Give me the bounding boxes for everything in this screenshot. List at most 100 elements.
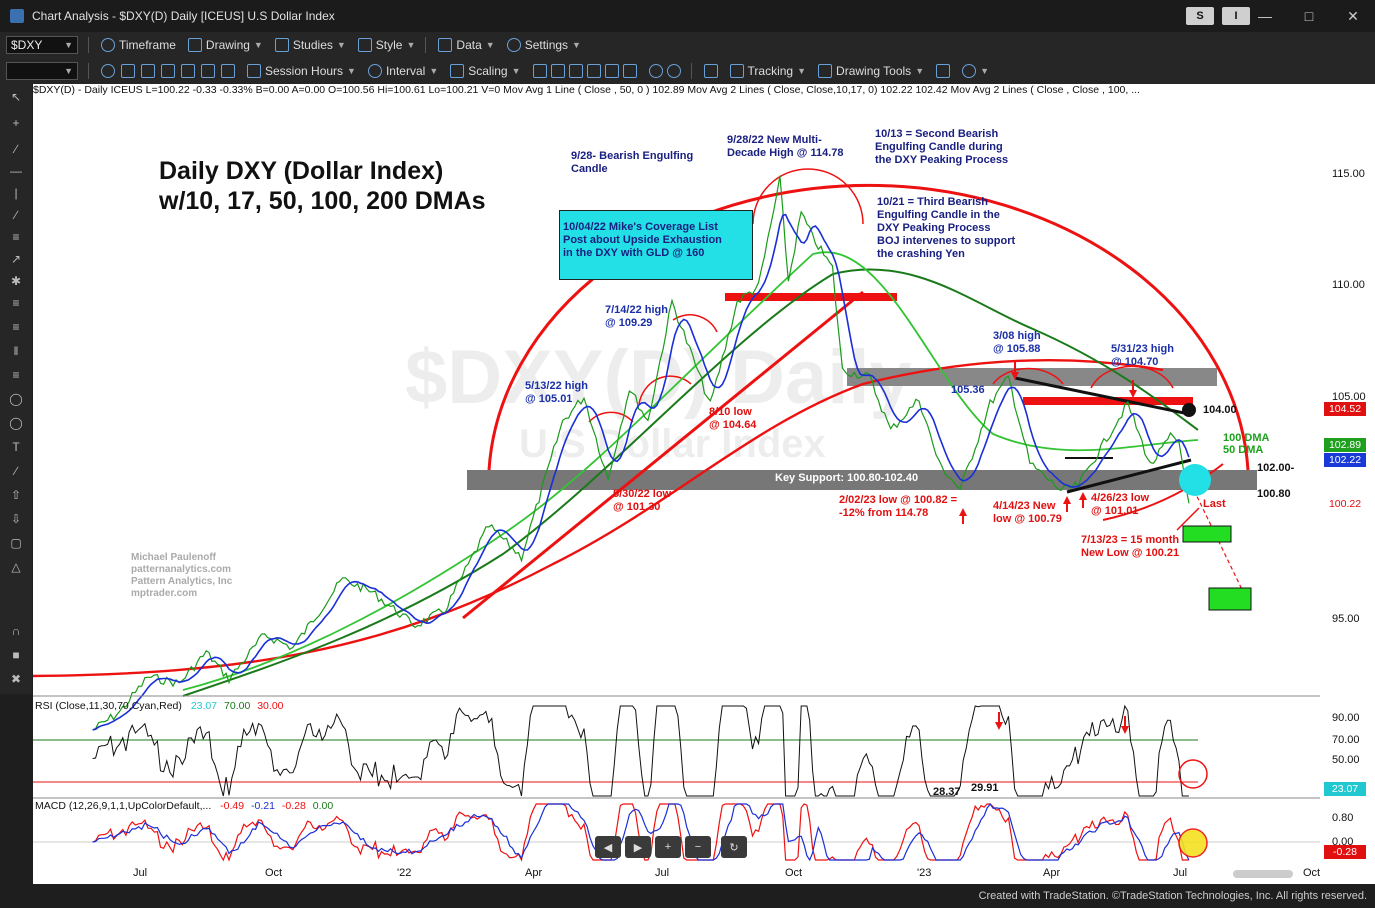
session-hours-menu[interactable]: Session Hours ▼ xyxy=(247,64,356,78)
x-tick-jul-21: Jul xyxy=(133,867,148,879)
close-button[interactable]: ✕ xyxy=(1347,7,1359,24)
i-button[interactable]: I xyxy=(1222,7,1250,25)
ma-200-line xyxy=(33,359,1164,678)
crosshair-tool-icon[interactable]: + xyxy=(12,116,20,130)
fibonacci-icon[interactable]: ≡ xyxy=(12,230,20,244)
annotation-last: Last xyxy=(1203,498,1226,510)
zoom-icon[interactable] xyxy=(648,64,681,78)
find-icon[interactable] xyxy=(161,64,175,78)
chart-area[interactable]: $DXY(D) - Daily ICEUS L=100.22 -0.33 -0.… xyxy=(33,84,1320,864)
symbol-input[interactable]: $DXY ▼ xyxy=(6,36,78,54)
rectangle-icon[interactable]: ▢ xyxy=(10,536,22,550)
price-chart[interactable] xyxy=(33,84,1320,864)
macd-signal-line xyxy=(92,802,1190,862)
clock-icon xyxy=(247,64,261,78)
channel-icon[interactable]: ∕ xyxy=(14,208,17,222)
levels-icon[interactable]: ≡ xyxy=(12,320,20,334)
speed-line-icon[interactable]: ≡ xyxy=(12,368,20,382)
settings-menu[interactable]: Settings ▼ xyxy=(506,38,581,52)
lower-trend-line xyxy=(1066,458,1192,494)
circle-tool-icon[interactable]: ◯ xyxy=(9,392,23,406)
ma-10-line xyxy=(92,213,1190,731)
data-menu[interactable]: Data ▼ xyxy=(438,38,495,52)
horizontal-line-icon[interactable]: ― xyxy=(10,164,22,178)
cycle-arc xyxy=(487,183,1250,471)
lock-icon[interactable]: ■ xyxy=(12,648,20,662)
timeframe-icon xyxy=(101,38,115,52)
maximize-button[interactable]: □ xyxy=(1304,8,1314,24)
export-icon[interactable] xyxy=(936,64,951,78)
target-box-2 xyxy=(1208,587,1252,611)
gann-icon[interactable]: ≡ xyxy=(12,296,20,310)
vertical-line-icon[interactable]: | xyxy=(14,186,18,200)
table-icon[interactable] xyxy=(181,64,195,78)
cloud-icon[interactable]: ▼ xyxy=(962,64,989,78)
studies-menu[interactable]: Studies ▼ xyxy=(274,38,346,52)
zoom-controls: ◀ ▶ + − ↻ xyxy=(595,836,747,858)
key-support-label: Key Support: 100.80-102.40 xyxy=(775,472,919,484)
image-icon[interactable] xyxy=(221,64,235,78)
bar-chart-icon xyxy=(438,38,453,52)
zoom-in-button[interactable]: + xyxy=(655,836,681,858)
arrow-up-icon[interactable]: ⇧ xyxy=(10,488,22,502)
text-tool-icon[interactable]: T xyxy=(12,440,20,454)
fan-icon[interactable]: ✱ xyxy=(10,274,22,288)
drawing-toolbox: ↖ + ∕ ― | ∕ ≡ ↗ ✱ ≡ ≡ ‖ ≡ ◯ ◯ T ∕ ⇧ ⇩ ▢ … xyxy=(0,84,32,694)
annotation-9-28-high: 9/28/22 New Multi- Decade High @ 114.78 xyxy=(727,134,844,159)
triangle-icon[interactable]: △ xyxy=(11,560,21,574)
rsi-tick-50: 50.00 xyxy=(1332,754,1360,766)
key-support-band xyxy=(467,470,1257,490)
projection-line xyxy=(1190,483,1250,605)
minimize-button[interactable]: — xyxy=(1258,8,1272,24)
window-icon[interactable] xyxy=(121,64,135,78)
style-menu[interactable]: Style ▼ xyxy=(357,38,415,52)
scroll-right-button[interactable]: ▶ xyxy=(625,836,651,858)
line-tool-icon[interactable]: ∕ xyxy=(14,464,17,478)
workspace-select[interactable]: ▼ xyxy=(6,62,78,80)
zoom-out-button[interactable]: − xyxy=(685,836,711,858)
time-scrollbar[interactable] xyxy=(1233,870,1293,878)
ray-icon[interactable]: ↗ xyxy=(10,252,22,266)
text-icon[interactable] xyxy=(201,64,215,78)
level-104: 104.00 xyxy=(1203,404,1237,416)
price-label-102-22: 102.22 xyxy=(1324,453,1366,467)
chart-info-line: $DXY(D) - Daily ICEUS L=100.22 -0.33 -0.… xyxy=(33,84,1140,96)
price-axis[interactable]: 115.00 110.00 105.00 95.00 90.00 70.00 5… xyxy=(1320,84,1375,864)
crosshair-icon[interactable] xyxy=(703,64,718,78)
y-tick-95: 95.00 xyxy=(1332,613,1360,625)
drawing-menu[interactable]: Drawing ▼ xyxy=(187,38,263,52)
y-tick-115: 115.00 xyxy=(1332,168,1365,180)
timezone-icon[interactable]: ‖ xyxy=(13,344,19,358)
annotation-2-02-low: 2/02/23 low @ 100.82 = -12% from 114.78 xyxy=(839,494,958,519)
pointer-icon[interactable]: ↖ xyxy=(10,90,22,104)
delete-icon[interactable]: ✖ xyxy=(10,672,22,686)
bar-type-icon[interactable] xyxy=(532,64,637,78)
interval-menu[interactable]: Interval ▼ xyxy=(367,64,438,78)
price-label-102-89: 102.89 xyxy=(1324,438,1366,452)
time-axis[interactable]: Jul Oct '22 Apr Jul Oct '23 Apr Jul Oct xyxy=(33,864,1375,884)
rsi-tick-90: 90.00 xyxy=(1332,712,1360,724)
rsi-low-1: 28.37 xyxy=(933,786,961,798)
red-band-2023 xyxy=(1023,397,1193,405)
breakdown-marker xyxy=(1182,403,1196,417)
timeframe-menu[interactable]: Timeframe xyxy=(101,38,176,52)
arc-sep xyxy=(752,168,864,225)
grid-icon[interactable] xyxy=(141,64,155,78)
trendline-icon[interactable]: ∕ xyxy=(14,142,17,156)
arrow-down-icon[interactable]: ⇩ xyxy=(10,512,22,526)
drawing-tools-menu[interactable]: Drawing Tools ▼ xyxy=(818,64,924,78)
level-102: 102.00- xyxy=(1257,462,1295,474)
scaling-menu[interactable]: Scaling ▼ xyxy=(450,64,521,78)
link-icon[interactable] xyxy=(101,64,115,78)
refresh-button[interactable]: ↻ xyxy=(721,836,747,858)
flask-icon xyxy=(274,38,289,52)
s-button[interactable]: S xyxy=(1186,7,1214,25)
scroll-left-button[interactable]: ◀ xyxy=(595,836,621,858)
chart-title-line2: w/10, 17, 50, 100, 200 DMAs xyxy=(159,187,486,215)
magnet-icon[interactable]: ∩ xyxy=(11,624,21,638)
ma-50-line xyxy=(182,251,1199,691)
annotation-8-10-low: 8/10 low @ 104.64 xyxy=(709,406,757,431)
annotation-3-08-high: 3/08 high @ 105.88 xyxy=(993,330,1041,355)
ellipse-icon[interactable]: ◯ xyxy=(9,416,23,430)
tracking-menu[interactable]: Tracking ▼ xyxy=(729,64,806,78)
